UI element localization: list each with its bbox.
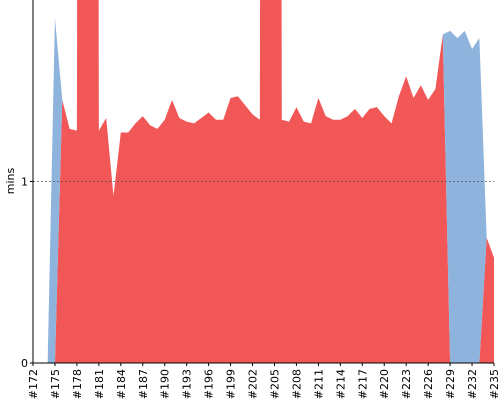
x-tick-label: #205	[268, 369, 281, 399]
x-tick-label: #211	[312, 369, 325, 399]
plot-area	[33, 0, 494, 363]
y-tick-label: 1	[21, 176, 28, 189]
x-tick-label: #223	[400, 369, 413, 399]
x-tick-label: #214	[334, 369, 347, 399]
x-tick-label: #199	[225, 369, 238, 399]
x-tick-label: #190	[159, 369, 172, 399]
x-tick-label: #175	[49, 369, 62, 399]
x-tick-label: #184	[115, 369, 128, 399]
area	[33, 0, 494, 363]
x-tick-label: #187	[137, 369, 150, 399]
x-tick-label: #181	[93, 369, 106, 399]
y-tick-label: 0	[21, 357, 28, 370]
x-tick-label: #208	[290, 369, 303, 399]
x-tick-label: #178	[71, 369, 84, 399]
x-tick-label: #202	[247, 369, 260, 399]
x-tick-label: #196	[203, 369, 216, 399]
x-tick-label: #220	[378, 369, 391, 399]
x-tick-label: #235	[488, 369, 500, 399]
x-tick-label: #193	[181, 369, 194, 399]
y-axis-label: mins	[4, 167, 17, 194]
x-tick-label: #172	[27, 369, 40, 399]
x-tick-label: #217	[356, 369, 369, 399]
x-tick-label: #232	[466, 369, 479, 399]
x-tick-label: #226	[422, 369, 435, 399]
area	[33, 0, 494, 363]
x-tick-label: #229	[444, 369, 457, 399]
